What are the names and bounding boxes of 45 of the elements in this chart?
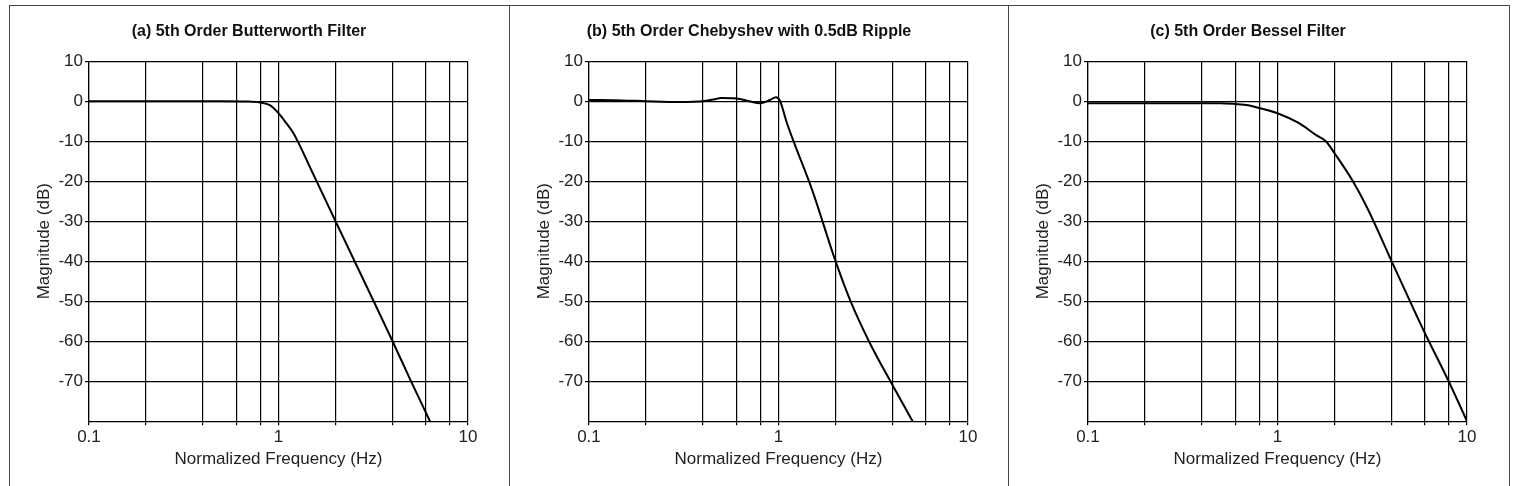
y-tick-label: -40: [558, 250, 583, 270]
y-tick-label: -40: [1057, 250, 1083, 270]
y-tick-label: -20: [1057, 170, 1083, 190]
y-tick-label: 0: [573, 90, 583, 110]
y-tick-label: -30: [58, 210, 83, 230]
y-tick-label: -70: [58, 370, 83, 390]
y-tick-label: -70: [1057, 370, 1083, 390]
y-tick-label: -10: [1057, 130, 1083, 150]
x-tick-label: 1: [273, 427, 284, 447]
y-tick-label: -10: [558, 130, 583, 150]
chart-title: (a) 5th Order Butterworth Filter: [131, 22, 367, 40]
x-tick-label: 10: [1457, 427, 1477, 447]
x-tick-label: 1: [773, 427, 783, 447]
y-tick-label: -60: [558, 330, 583, 350]
y-tick-label: 0: [1072, 90, 1083, 110]
y-axis-title: Magnitude (dB): [533, 183, 553, 300]
y-tick-label: 10: [563, 50, 583, 70]
y-tick-label: -30: [1057, 210, 1083, 230]
x-tick-label: 0.1: [576, 427, 601, 447]
x-axis-title: Normalized Frequency (Hz): [1173, 449, 1382, 469]
y-tick-label: -10: [58, 130, 83, 150]
y-tick-label: 10: [1063, 50, 1083, 70]
y-tick-label: -60: [1057, 330, 1083, 350]
y-tick-label: -70: [558, 370, 583, 390]
y-tick-label: -40: [58, 250, 83, 270]
chart-title: (b) 5th Order Chebyshev with 0.5dB Ripple: [586, 22, 912, 40]
y-axis-title: Magnitude (dB): [33, 183, 53, 300]
y-axis-title: Magnitude (dB): [1033, 183, 1053, 300]
x-tick-label: 10: [958, 427, 978, 447]
y-tick-label: 10: [64, 50, 83, 70]
y-tick-label: 0: [73, 90, 83, 110]
x-tick-label: 10: [458, 427, 478, 447]
y-tick-label: -50: [58, 290, 83, 310]
y-tick-label: -50: [558, 290, 583, 310]
x-tick-label: 0.1: [1076, 427, 1101, 447]
x-tick-label: 1: [1273, 427, 1283, 447]
x-tick-label: 0.1: [77, 427, 101, 447]
y-tick-label: -50: [1057, 290, 1083, 310]
chart-title: (c) 5th Order Bessel Filter: [1150, 22, 1347, 40]
y-tick-label: -20: [58, 170, 83, 190]
x-axis-title: Normalized Frequency (Hz): [174, 449, 383, 469]
y-tick-label: -60: [58, 330, 83, 350]
x-axis-title: Normalized Frequency (Hz): [674, 449, 883, 469]
y-tick-label: -30: [558, 210, 583, 230]
y-tick-label: -20: [558, 170, 583, 190]
